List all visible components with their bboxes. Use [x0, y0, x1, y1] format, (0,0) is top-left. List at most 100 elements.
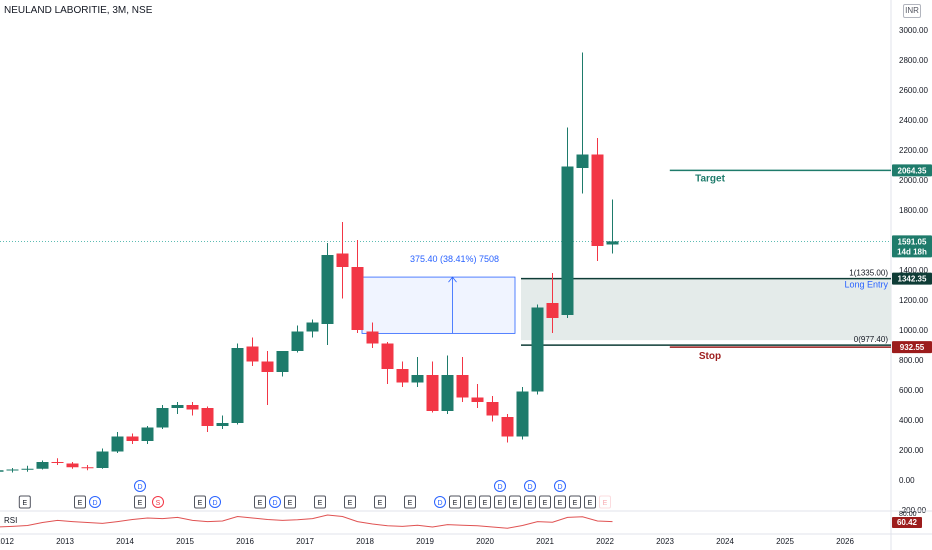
earnings-event-letter: E — [22, 500, 27, 507]
y-tick-label: 3000.00 — [899, 26, 928, 35]
entry-fib-label: 1(1335.00) — [849, 269, 888, 278]
x-tick-label: 2023 — [656, 537, 674, 546]
rsi-label: RSI — [4, 516, 17, 525]
y-tick-label: 0.00 — [899, 476, 915, 485]
measure-box — [361, 276, 516, 334]
candle-body — [396, 369, 409, 383]
candle-body — [561, 166, 574, 315]
candle-body — [201, 408, 214, 426]
long-entry-label: Long Entry — [844, 280, 888, 290]
earnings-event-icon — [554, 495, 566, 509]
candle-body — [336, 253, 349, 267]
candle-body — [501, 417, 514, 437]
candle-body — [546, 303, 559, 318]
earnings-event-icon — [539, 495, 551, 509]
candle-body — [216, 423, 229, 426]
candle-body — [51, 462, 64, 463]
earnings-event-icon — [194, 495, 206, 509]
split-event-icon — [152, 496, 164, 508]
y-tick-label: 2400.00 — [899, 116, 928, 125]
candle-body — [246, 346, 259, 362]
dividend-event-icon — [269, 496, 281, 508]
x-tick-label: 2013 — [56, 537, 74, 546]
candle-body — [486, 402, 499, 416]
measure-arrowhead — [448, 276, 457, 283]
x-tick-label: 2015 — [176, 537, 194, 546]
earnings-event-letter: E — [468, 500, 473, 507]
x-tick-label: 2026 — [836, 537, 854, 546]
dividend-event-icon — [524, 480, 536, 492]
earnings-event-letter: E — [348, 500, 353, 507]
earnings-event-letter: E — [543, 500, 548, 507]
dividend-event-letter: D — [437, 500, 442, 507]
target-price-badge: 2064.35 — [898, 166, 927, 175]
current-price-badge: 14d 18h — [897, 247, 927, 256]
candle-body — [6, 469, 19, 471]
dividend-event-letter: D — [137, 484, 142, 491]
x-tick-label: 2016 — [236, 537, 254, 546]
earnings-event-letter: E — [573, 500, 578, 507]
y-tick-label: 800.00 — [899, 356, 924, 365]
x-tick-label: 2019 — [416, 537, 434, 546]
earnings-event-icon — [479, 495, 491, 509]
candle-body — [186, 405, 199, 410]
earnings-event-letter: E — [78, 500, 83, 507]
candle-body — [471, 397, 484, 402]
x-tick-label: 2014 — [116, 537, 134, 546]
x-tick-label: 2017 — [296, 537, 314, 546]
earnings-event-letter: E — [558, 500, 563, 507]
measure-label: 375.40 (38.41%) 7508 — [410, 254, 499, 264]
y-tick-label: 600.00 — [899, 386, 924, 395]
candle-body — [426, 375, 439, 411]
candle-body — [231, 348, 244, 423]
candle-body — [351, 267, 364, 330]
earnings-event-letter: E — [288, 500, 293, 507]
earnings-event-icon — [464, 495, 476, 509]
x-tick-label: 2020 — [476, 537, 494, 546]
entry-price-badge-bg — [892, 272, 932, 285]
candle-body — [381, 343, 394, 369]
earnings-event-icon — [284, 495, 296, 509]
candle-body — [171, 405, 184, 408]
earnings-event-letter: E — [513, 500, 518, 507]
candle-body — [126, 436, 139, 441]
rsi-line — [0, 514, 613, 529]
earnings-event-letter: E — [498, 500, 503, 507]
candle-body — [441, 375, 454, 411]
y-tick-label: 2000.00 — [899, 176, 928, 185]
earnings-event-letter: E — [483, 500, 488, 507]
current-price-badge: 1591.05 — [898, 237, 927, 246]
dividend-event-icon — [209, 496, 221, 508]
x-tick-label: 2018 — [356, 537, 374, 546]
x-tick-label: 2021 — [536, 537, 554, 546]
stop-price-badge: 932.55 — [900, 343, 925, 352]
earnings-event-letter: E — [528, 500, 533, 507]
dividend-event-icon — [134, 480, 146, 492]
earnings-event-letter: E — [603, 500, 608, 507]
current-price-badge-bg — [892, 235, 932, 258]
earnings-event-letter: E — [588, 500, 593, 507]
rsi-value-badge: 60.42 — [897, 518, 918, 527]
stop-fib-label: 0(977.40) — [854, 335, 889, 344]
y-tick-label: 400.00 — [899, 416, 924, 425]
earnings-event-icon — [449, 495, 461, 509]
rsi-level-label: 80.00 — [899, 511, 917, 518]
earnings-event-letter: E — [408, 500, 413, 507]
stop-label: Stop — [699, 351, 721, 362]
candle-body — [141, 427, 154, 441]
y-tick-label: 1000.00 — [899, 326, 928, 335]
earnings-event-icon — [74, 495, 86, 509]
candle-body — [306, 322, 319, 332]
rsi-value-badge-bg — [892, 517, 922, 528]
candle-body — [81, 467, 94, 469]
header-title: NEULAND LABORITIE, 3M, NSE — [4, 5, 153, 16]
candle-body — [156, 408, 169, 428]
earnings-event-letter: E — [318, 500, 323, 507]
dividend-event-icon — [89, 496, 101, 508]
currency-badge[interactable]: INR — [903, 4, 921, 18]
y-tick-label: 1200.00 — [899, 296, 928, 305]
y-tick-label: 2200.00 — [899, 146, 928, 155]
earnings-event-icon — [374, 495, 386, 509]
candle-body — [591, 154, 604, 246]
